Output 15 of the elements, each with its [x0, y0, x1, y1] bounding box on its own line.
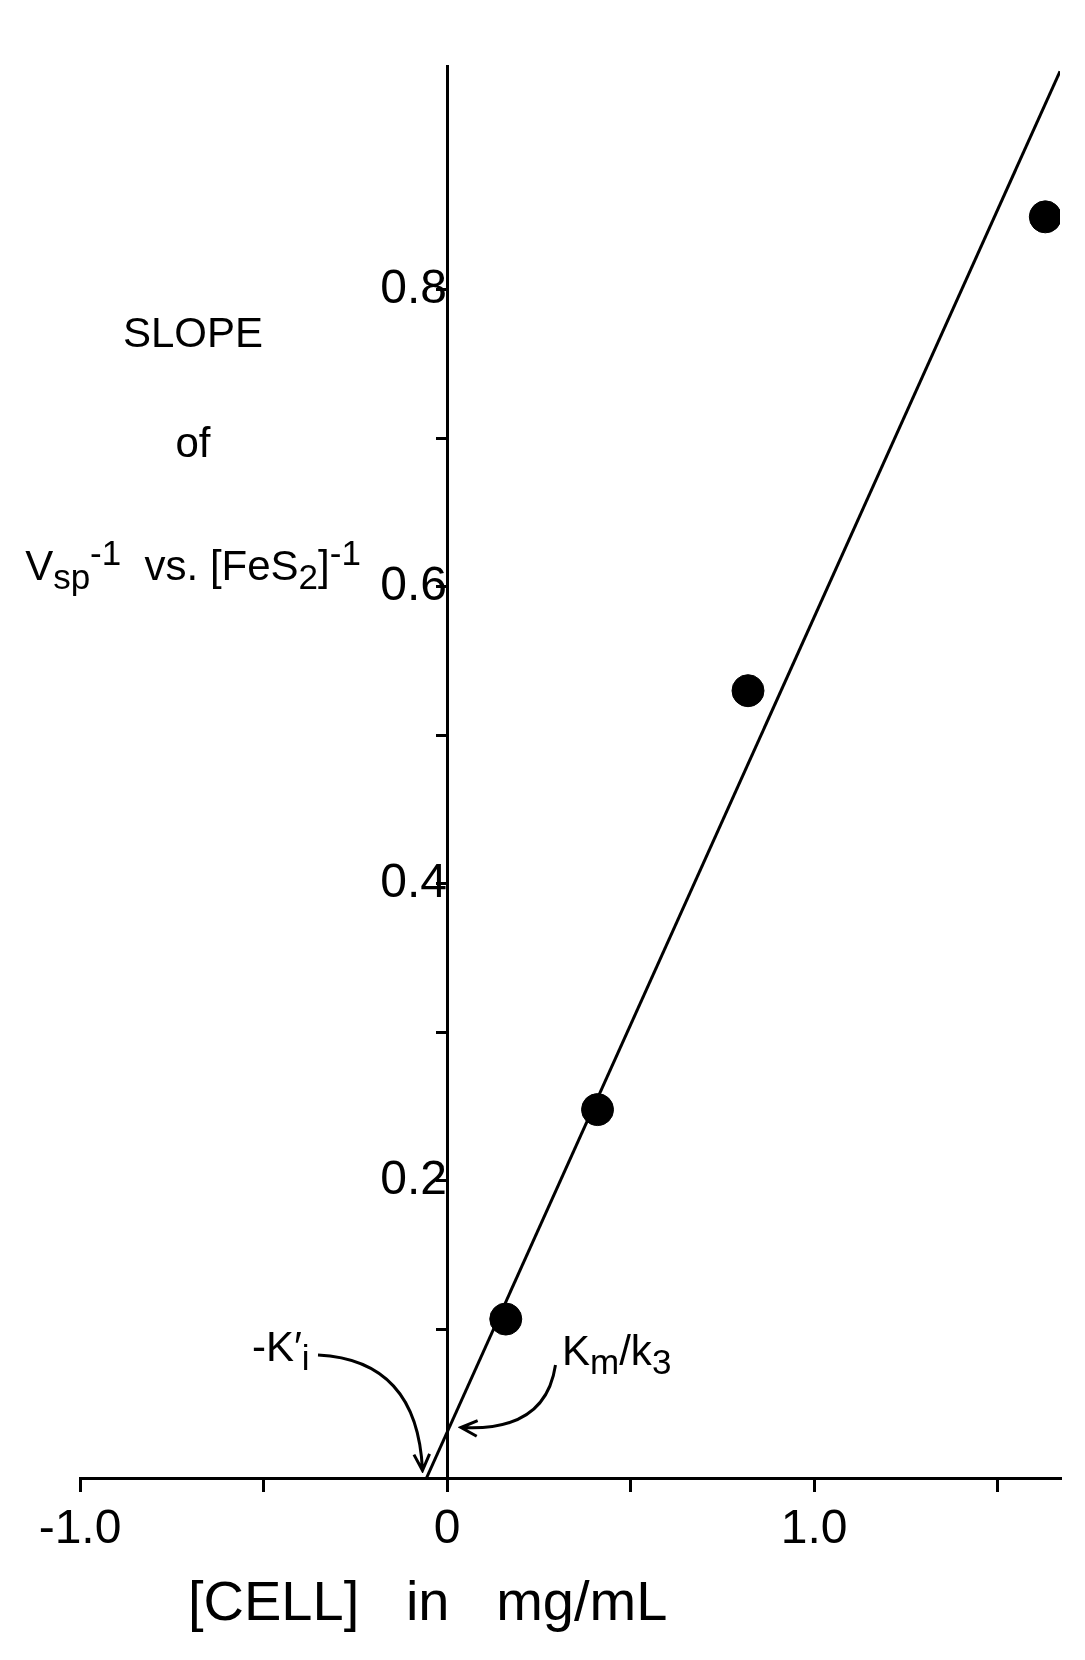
y-tick-label: 0.2 — [380, 1151, 448, 1205]
y-tick-label: 0.8 — [380, 259, 448, 313]
x-tick-label: -1.0 — [38, 1500, 122, 1554]
y-tick-label: 0.6 — [380, 556, 448, 610]
text: SLOPE of V$_{sp}$$^{-1}$ vs. [FeS$_{2}$]$^{-1}$ — [25, 309, 361, 597]
y-tick-label: 0.4 — [380, 854, 448, 908]
point — [581, 1093, 615, 1127]
point — [489, 1302, 523, 1336]
point — [1028, 200, 1060, 234]
x-axis-title: [CELL] in mg/mL — [188, 1568, 668, 1633]
point — [731, 674, 765, 708]
x-tick-label: 1.0 — [780, 1500, 848, 1554]
x-tick-label: 0 — [433, 1500, 461, 1554]
annotation: -K′$_{i}$ — [251, 1322, 310, 1378]
annotation: K$_{m}$/k$_{3}$ — [562, 1326, 672, 1383]
